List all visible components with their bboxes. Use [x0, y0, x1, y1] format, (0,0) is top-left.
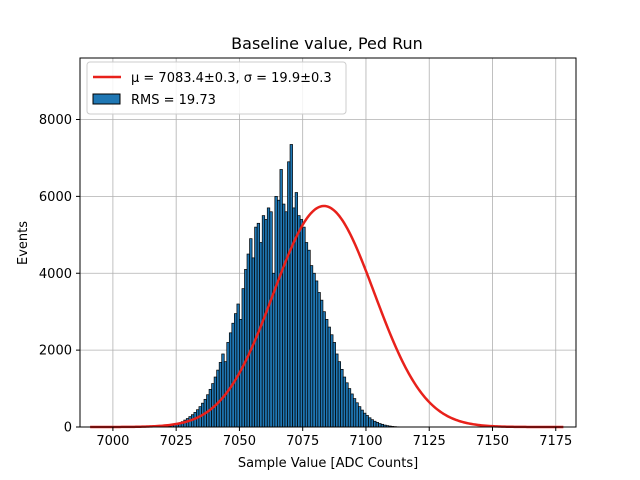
legend-histogram-label: RMS = 19.73 [131, 93, 216, 108]
histogram-bar [236, 303, 240, 428]
histogram-bar [226, 342, 230, 428]
histogram-bar [373, 420, 377, 428]
legend: μ = 7083.4±0.3, σ = 19.9±0.3 RMS = 19.73 [86, 61, 347, 115]
histogram-bar [368, 417, 372, 428]
x-tick-label: 7000 [96, 434, 129, 449]
histogram-bar [302, 226, 306, 428]
histogram-bar [274, 196, 278, 428]
gaussian-fit-line [90, 204, 564, 429]
histogram-bar [312, 272, 316, 428]
histogram-bar [347, 388, 352, 428]
y-tick-label: 2000 [39, 344, 72, 359]
histogram-bar [337, 361, 342, 428]
histogram-bar [330, 334, 334, 428]
histogram-bar [284, 211, 288, 428]
histogram-bar [322, 311, 326, 428]
histogram-bar [332, 342, 336, 428]
y-tick-label: 0 [64, 421, 72, 436]
x-tick-label: 7050 [223, 434, 256, 449]
histogram-bar [345, 382, 349, 428]
x-tick-label: 7125 [413, 434, 446, 449]
x-axis-label: Sample Value [ADC Counts] [238, 456, 418, 471]
plot-area: 7000 7025 7050 7075 7100 7125 7150 7175 0 2000 400… [39, 57, 577, 449]
histogram-bar [340, 368, 344, 428]
histogram-bar [350, 393, 354, 428]
y-tick-label: 6000 [39, 190, 72, 205]
y-tick-label: 4000 [39, 267, 72, 282]
x-tick-label: 7025 [160, 434, 193, 449]
histogram-bar [325, 319, 329, 428]
histogram-bar [269, 211, 273, 428]
axes-frame [79, 57, 577, 428]
histogram-bar [335, 353, 339, 428]
x-tick-label: 7075 [286, 434, 319, 449]
histogram-bar [365, 415, 369, 428]
histogram-bar [304, 242, 309, 428]
histogram-bar [234, 313, 238, 428]
legend-histogram-swatch [92, 93, 121, 105]
histogram-bar [352, 398, 357, 428]
histogram-bar [370, 419, 374, 428]
histogram-bar [213, 376, 218, 428]
y-tick-label: 8000 [39, 113, 72, 128]
histogram-bar [221, 353, 225, 428]
histogram-bar [254, 226, 258, 428]
histogram-bar [279, 169, 283, 428]
histogram-bar [231, 322, 235, 428]
histogram-bar [358, 406, 362, 428]
histogram-bar [287, 161, 291, 428]
histogram-bar [355, 402, 359, 428]
histogram-bar [294, 192, 298, 428]
histogram-bar [282, 203, 286, 428]
histogram-bar [363, 412, 367, 428]
histogram-bar [289, 144, 293, 428]
histogram-bar [266, 207, 271, 428]
chart-title: Baseline value, Ped Run [231, 34, 423, 53]
histogram-bar [314, 280, 319, 428]
histogram-bar [216, 369, 220, 428]
histogram-bar [317, 292, 321, 428]
histogram-bar [256, 222, 261, 428]
histogram-bar [246, 253, 250, 428]
x-tick-label: 7150 [476, 434, 509, 449]
histogram-bar [297, 215, 301, 428]
histogram-bar [259, 242, 263, 428]
x-tick-label: 7100 [349, 434, 382, 449]
y-axis-label: Events [16, 221, 31, 265]
histogram-bar [277, 199, 281, 428]
x-tick-label: 7175 [539, 434, 572, 449]
legend-box [86, 61, 347, 115]
histogram-bar [320, 299, 324, 428]
histogram-bar [264, 219, 268, 428]
histogram-bar [299, 219, 304, 428]
histogram-bar [378, 423, 382, 428]
histogram-bar [375, 422, 379, 428]
histogram-bar [218, 362, 223, 428]
histogram-bar [342, 376, 347, 428]
histogram-bar [228, 332, 233, 428]
histogram-bar [244, 269, 248, 428]
histogram-bar [307, 249, 311, 428]
histogram-bar [249, 238, 253, 428]
histogram-bar [360, 409, 364, 428]
histogram-bar [241, 288, 245, 428]
histogram-bar [327, 326, 331, 428]
histogram-bar [309, 265, 314, 428]
legend-fit-label: μ = 7083.4±0.3, σ = 19.9±0.3 [131, 71, 332, 86]
